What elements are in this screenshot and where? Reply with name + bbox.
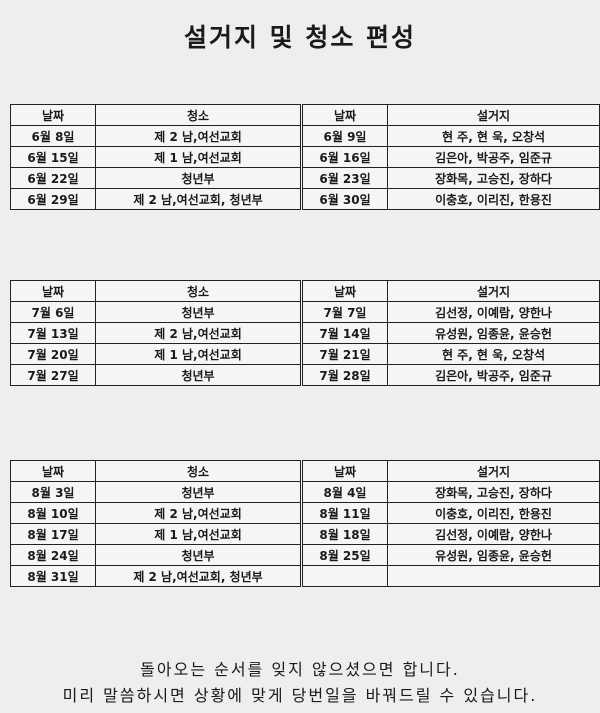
dishes-date: 6월 23일 bbox=[301, 167, 388, 189]
header-date-dishes: 날짜 bbox=[301, 460, 388, 482]
header-dishes: 설거지 bbox=[387, 280, 600, 302]
cleaning-group: 제 2 남,여선교회 bbox=[95, 322, 303, 344]
cleaning-group: 청년부 bbox=[95, 167, 303, 189]
dishes-team: 이충호, 이리진, 한용진 bbox=[387, 188, 600, 210]
page-title: 설거지 및 청소 편성 bbox=[183, 23, 417, 52]
cleaning-date: 6월 29일 bbox=[10, 188, 96, 210]
dishes-date: 8월 18일 bbox=[301, 523, 388, 545]
header-date-cleaning: 날짜 bbox=[10, 280, 96, 302]
dishes-date: 6월 16일 bbox=[301, 146, 388, 168]
header-date-cleaning: 날짜 bbox=[10, 460, 96, 482]
schedule-table-august: 날짜 청소 날짜 설거지 8월 3일 청년부 8월 4일 장화목, 고승진, 장하다 8월 10… bbox=[10, 460, 600, 587]
dishes-team: 현 주, 현 욱, 오창석 bbox=[387, 125, 600, 147]
header-cleaning: 청소 bbox=[95, 460, 303, 482]
cleaning-group: 청년부 bbox=[95, 301, 303, 323]
cleaning-group: 제 2 남,여선교회, 청년부 bbox=[95, 565, 303, 587]
cleaning-date: 8월 31일 bbox=[10, 565, 96, 587]
cleaning-group: 제 2 남,여선교회 bbox=[95, 125, 303, 147]
cleaning-date: 6월 22일 bbox=[10, 167, 96, 189]
table-row: 6월 8일 제 2 남,여선교회 6월 9일 현 주, 현 욱, 오창석 bbox=[10, 125, 600, 147]
dishes-team: 김은아, 박공주, 임준규 bbox=[387, 364, 600, 386]
cleaning-group: 제 1 남,여선교회 bbox=[95, 146, 303, 168]
dishes-team: 유성원, 임종윤, 윤승헌 bbox=[387, 322, 600, 344]
cleaning-date: 7월 20일 bbox=[10, 343, 96, 365]
dishes-team bbox=[387, 565, 600, 587]
table-row: 6월 15일 제 1 남,여선교회 6월 16일 김은아, 박공주, 임준규 bbox=[10, 146, 600, 168]
cleaning-date: 6월 15일 bbox=[10, 146, 96, 168]
table-row: 7월 27일 청년부 7월 28일 김은아, 박공주, 임준규 bbox=[10, 364, 600, 386]
cleaning-date: 8월 17일 bbox=[10, 523, 96, 545]
table-row: 8월 3일 청년부 8월 4일 장화목, 고승진, 장하다 bbox=[10, 481, 600, 503]
header-row: 날짜 청소 날짜 설거지 bbox=[10, 104, 600, 126]
footer-note-2: 미리 말씀하시면 상황에 맞게 당번일을 바꿔드릴 수 있습니다. bbox=[62, 686, 538, 705]
schedule-table-july: 날짜 청소 날짜 설거지 7월 6일 청년부 7월 7일 김선정, 이예람, 양한나 7월 13… bbox=[10, 280, 600, 386]
cleaning-date: 7월 13일 bbox=[10, 322, 96, 344]
footer-note-1: 돌아오는 순서를 잊지 않으셨으면 합니다. bbox=[140, 660, 460, 679]
cleaning-date: 8월 24일 bbox=[10, 544, 96, 566]
cleaning-group: 청년부 bbox=[95, 481, 303, 503]
cleaning-group: 청년부 bbox=[95, 544, 303, 566]
schedule-table-june: 날짜 청소 날짜 설거지 6월 8일 제 2 남,여선교회 6월 9일 현 주, 현 욱, 오… bbox=[10, 104, 600, 210]
dishes-team: 장화목, 고승진, 장하다 bbox=[387, 481, 600, 503]
header-dishes: 설거지 bbox=[387, 460, 600, 482]
table-row: 7월 6일 청년부 7월 7일 김선정, 이예람, 양한나 bbox=[10, 301, 600, 323]
table-row: 8월 31일 제 2 남,여선교회, 청년부 bbox=[10, 565, 600, 587]
table-row: 7월 13일 제 2 남,여선교회 7월 14일 유성원, 임종윤, 윤승헌 bbox=[10, 322, 600, 344]
cleaning-date: 7월 6일 bbox=[10, 301, 96, 323]
header-date-dishes: 날짜 bbox=[301, 280, 388, 302]
header-cleaning: 청소 bbox=[95, 280, 303, 302]
header-cleaning: 청소 bbox=[95, 104, 303, 126]
dishes-date: 7월 28일 bbox=[301, 364, 388, 386]
dishes-team: 김선정, 이예람, 양한나 bbox=[387, 523, 600, 545]
table-row: 6월 22일 청년부 6월 23일 장화목, 고승진, 장하다 bbox=[10, 167, 600, 189]
cleaning-date: 8월 3일 bbox=[10, 481, 96, 503]
header-date-cleaning: 날짜 bbox=[10, 104, 96, 126]
dishes-team: 장화목, 고승진, 장하다 bbox=[387, 167, 600, 189]
header-dishes: 설거지 bbox=[387, 104, 600, 126]
header-row: 날짜 청소 날짜 설거지 bbox=[10, 280, 600, 302]
dishes-date: 7월 21일 bbox=[301, 343, 388, 365]
dishes-team: 유성원, 임종윤, 윤승헌 bbox=[387, 544, 600, 566]
cleaning-group: 제 1 남,여선교회 bbox=[95, 523, 303, 545]
dishes-date bbox=[301, 565, 388, 587]
dishes-date: 6월 30일 bbox=[301, 188, 388, 210]
dishes-date: 8월 4일 bbox=[301, 481, 388, 503]
table-row: 8월 17일 제 1 남,여선교회 8월 18일 김선정, 이예람, 양한나 bbox=[10, 523, 600, 545]
table-row: 8월 24일 청년부 8월 25일 유성원, 임종윤, 윤승헌 bbox=[10, 544, 600, 566]
dishes-team: 현 주, 현 욱, 오창석 bbox=[387, 343, 600, 365]
cleaning-group: 제 1 남,여선교회 bbox=[95, 343, 303, 365]
dishes-team: 김은아, 박공주, 임준규 bbox=[387, 146, 600, 168]
dishes-date: 7월 7일 bbox=[301, 301, 388, 323]
table-row: 8월 10일 제 2 남,여선교회 8월 11일 이충호, 이리진, 한용진 bbox=[10, 502, 600, 524]
table-row: 6월 29일 제 2 남,여선교회, 청년부 6월 30일 이충호, 이리진, 한용진 bbox=[10, 188, 600, 210]
dishes-date: 7월 14일 bbox=[301, 322, 388, 344]
table-row: 7월 20일 제 1 남,여선교회 7월 21일 현 주, 현 욱, 오창석 bbox=[10, 343, 600, 365]
cleaning-group: 제 2 남,여선교회, 청년부 bbox=[95, 188, 303, 210]
dishes-team: 이충호, 이리진, 한용진 bbox=[387, 502, 600, 524]
dishes-date: 6월 9일 bbox=[301, 125, 388, 147]
header-row: 날짜 청소 날짜 설거지 bbox=[10, 460, 600, 482]
cleaning-group: 제 2 남,여선교회 bbox=[95, 502, 303, 524]
dishes-team: 김선정, 이예람, 양한나 bbox=[387, 301, 600, 323]
cleaning-group: 청년부 bbox=[95, 364, 303, 386]
cleaning-date: 8월 10일 bbox=[10, 502, 96, 524]
cleaning-date: 7월 27일 bbox=[10, 364, 96, 386]
dishes-date: 8월 25일 bbox=[301, 544, 388, 566]
dishes-date: 8월 11일 bbox=[301, 502, 388, 524]
header-date-dishes: 날짜 bbox=[301, 104, 388, 126]
cleaning-date: 6월 8일 bbox=[10, 125, 96, 147]
